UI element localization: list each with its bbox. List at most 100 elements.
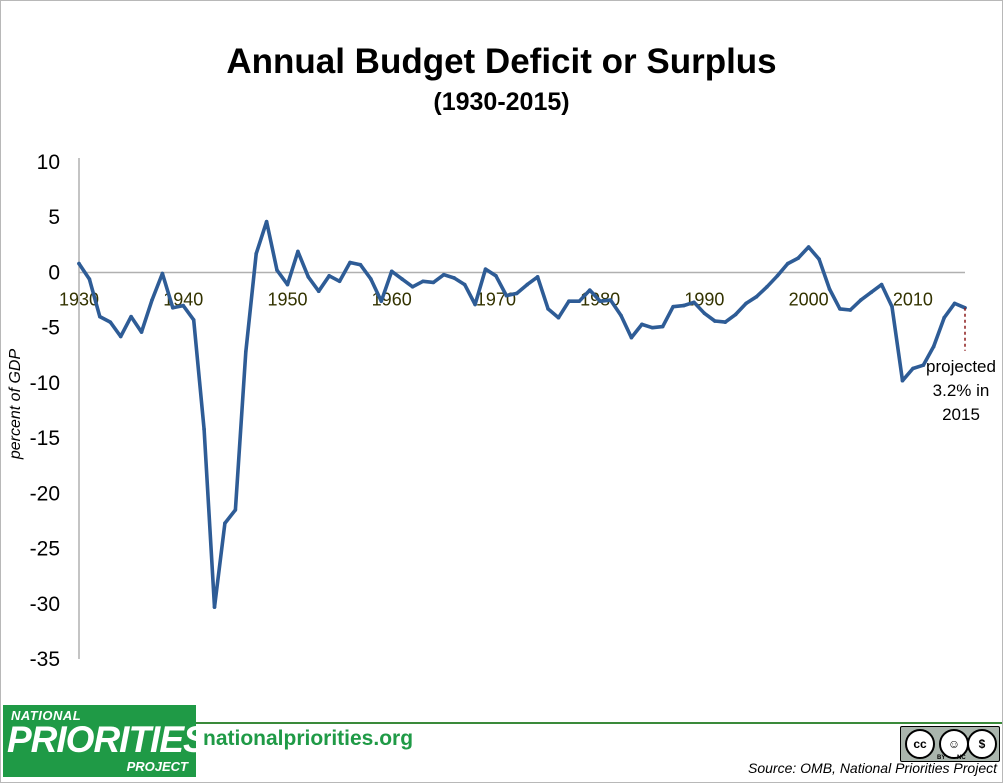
npp-logo[interactable]: NATIONAL PRIORITIES PROJECT xyxy=(3,705,208,777)
data-point xyxy=(879,282,884,287)
data-point xyxy=(181,303,186,308)
data-point xyxy=(348,260,352,265)
data-point xyxy=(775,273,780,278)
data-point xyxy=(202,427,206,432)
data-point xyxy=(619,313,623,318)
data-point xyxy=(327,273,331,278)
data-point xyxy=(744,301,748,306)
data-point xyxy=(640,322,644,327)
data-point xyxy=(900,378,905,383)
data-point xyxy=(931,344,936,349)
x-tick-label: 2000 xyxy=(789,289,829,309)
x-tick-label: 1930 xyxy=(59,289,99,309)
data-point xyxy=(316,289,321,294)
data-point xyxy=(733,312,738,317)
data-point xyxy=(817,257,821,261)
data-point xyxy=(869,290,873,295)
data-point xyxy=(911,366,915,371)
data-point xyxy=(567,299,571,303)
y-axis: 10 5 0 -5 -10 -15 -20 -25 -30 -35 xyxy=(30,151,80,671)
data-point xyxy=(139,330,144,334)
data-point xyxy=(535,275,540,279)
data-point xyxy=(275,268,279,273)
projection-label-line: 3.2% in xyxy=(933,381,990,400)
site-link[interactable]: nationalpriorities.org xyxy=(203,727,414,750)
data-point xyxy=(827,287,832,291)
data-point xyxy=(556,315,561,320)
data-point xyxy=(337,279,342,284)
data-point xyxy=(838,307,842,311)
data-point xyxy=(452,276,457,280)
data-point xyxy=(608,298,613,302)
chart-subtitle: (1930-2015) xyxy=(433,88,570,116)
y-tick-label: -5 xyxy=(41,317,60,340)
data-point xyxy=(379,299,384,303)
data-point xyxy=(431,280,436,285)
data-point xyxy=(264,219,269,224)
series-budget-balance xyxy=(77,219,967,609)
data-point xyxy=(494,273,498,278)
data-point xyxy=(233,508,238,512)
data-point xyxy=(577,299,582,303)
x-tick-label: 1960 xyxy=(372,289,412,309)
cc-license-badge[interactable]: cc ☺ $ BY NC xyxy=(900,726,1000,762)
projection-annotation: projected 3.2% in 2015 xyxy=(926,307,996,424)
x-tick-label: 1970 xyxy=(476,289,516,309)
data-point xyxy=(400,277,404,281)
data-point xyxy=(243,350,248,354)
data-point xyxy=(921,363,926,368)
data-point xyxy=(598,299,602,303)
y-tick-label: -35 xyxy=(30,648,60,671)
y-axis-title: percent of GDP xyxy=(7,349,24,461)
y-tick-label: -25 xyxy=(30,538,60,561)
data-point xyxy=(108,320,113,324)
data-point xyxy=(723,320,728,324)
data-point xyxy=(629,335,634,340)
data-point xyxy=(462,282,467,287)
data-point xyxy=(212,605,217,609)
x-tick-label: 1990 xyxy=(684,289,724,309)
data-point xyxy=(77,261,81,266)
x-tick-label: 2010 xyxy=(893,289,933,309)
y-tick-label: -20 xyxy=(30,482,60,505)
cc-icon: cc xyxy=(905,729,935,759)
data-point xyxy=(254,251,258,256)
data-point xyxy=(421,279,425,284)
data-point xyxy=(952,301,957,306)
noncommercial-icon: $ xyxy=(967,729,997,759)
data-point xyxy=(942,315,946,320)
data-point xyxy=(514,291,519,296)
data-point xyxy=(765,285,769,289)
data-point xyxy=(129,314,133,319)
data-point xyxy=(150,298,154,302)
data-point xyxy=(681,303,686,308)
data-point xyxy=(483,267,488,271)
data-point xyxy=(504,293,509,298)
data-point xyxy=(296,249,300,254)
data-point xyxy=(546,307,550,311)
data-point xyxy=(191,318,196,322)
data-point xyxy=(369,277,373,281)
data-point xyxy=(285,282,290,287)
source-note: Source: OMB, National Priorities Project xyxy=(748,760,997,776)
projection-label-line: 2015 xyxy=(942,405,980,424)
data-point xyxy=(754,294,759,299)
y-tick-label: 10 xyxy=(37,151,60,174)
logo-line-priorities: PRIORITIES xyxy=(7,719,208,760)
data-point xyxy=(306,275,311,279)
data-point xyxy=(848,308,853,312)
data-point xyxy=(389,269,394,274)
data-point xyxy=(692,300,696,305)
y-tick-label: 0 xyxy=(48,261,60,284)
y-tick-label: -15 xyxy=(30,427,60,450)
data-point xyxy=(410,285,415,289)
data-point xyxy=(713,319,717,323)
y-tick-label: -30 xyxy=(30,593,60,616)
data-point xyxy=(587,288,592,292)
chart-title: Annual Budget Deficit or Surplus xyxy=(226,42,777,81)
data-point xyxy=(702,311,707,316)
license-tags: BY NC xyxy=(937,755,966,761)
data-point xyxy=(358,262,363,267)
